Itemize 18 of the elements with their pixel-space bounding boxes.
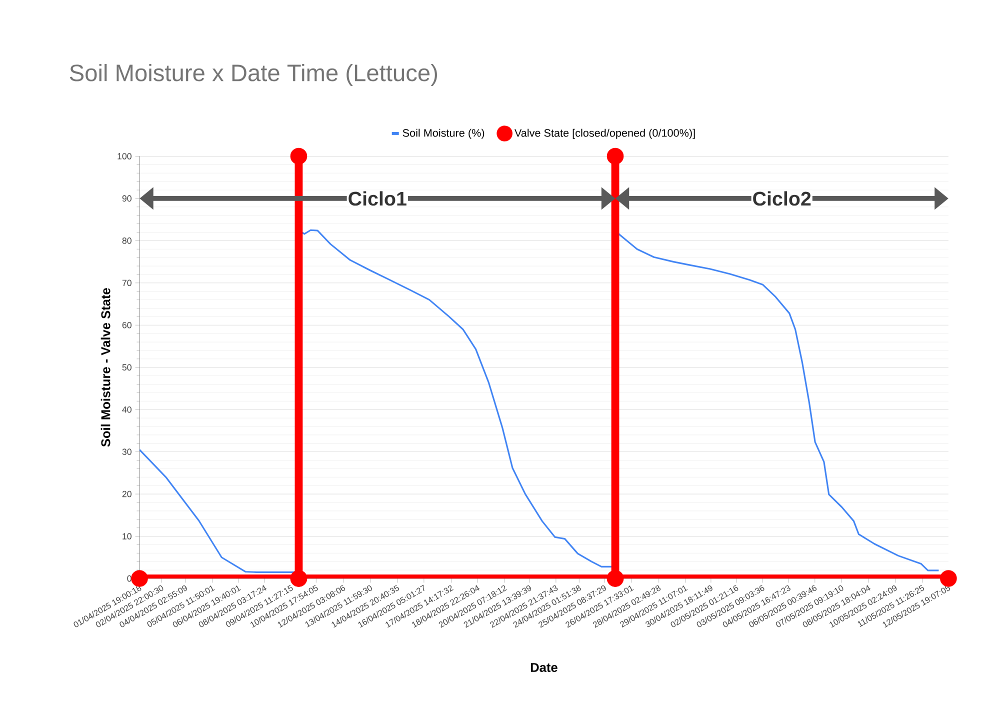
annotation: Ciclo2 xyxy=(753,191,811,206)
y-tick-label: 70 xyxy=(122,280,132,286)
y-tick-label: 20 xyxy=(122,490,132,498)
y-tick-label: 90 xyxy=(122,195,132,202)
y-axis-title: Soil Moisture - Valve State xyxy=(100,288,110,447)
legend-label: Soil Moisture (%) xyxy=(402,128,484,140)
y-tick-label: 0 xyxy=(127,575,132,582)
chart-title: Soil Moisture x Date Time (Lettuce) xyxy=(70,64,438,86)
y-tick-label: 30 xyxy=(122,448,132,456)
y-tick-label: 80 xyxy=(122,238,132,244)
y-tick-label: 10 xyxy=(122,533,132,540)
legend-label: Valve State [closed/opened (0/100%)] xyxy=(514,128,695,140)
annotation: Ciclo1 xyxy=(348,191,406,206)
y-tick-label: 50 xyxy=(122,364,132,371)
x-axis-title: Date xyxy=(530,663,558,672)
y-tick-label: 100 xyxy=(118,153,132,160)
y-tick-label: 40 xyxy=(122,406,132,413)
y-tick-label: 60 xyxy=(122,322,132,328)
